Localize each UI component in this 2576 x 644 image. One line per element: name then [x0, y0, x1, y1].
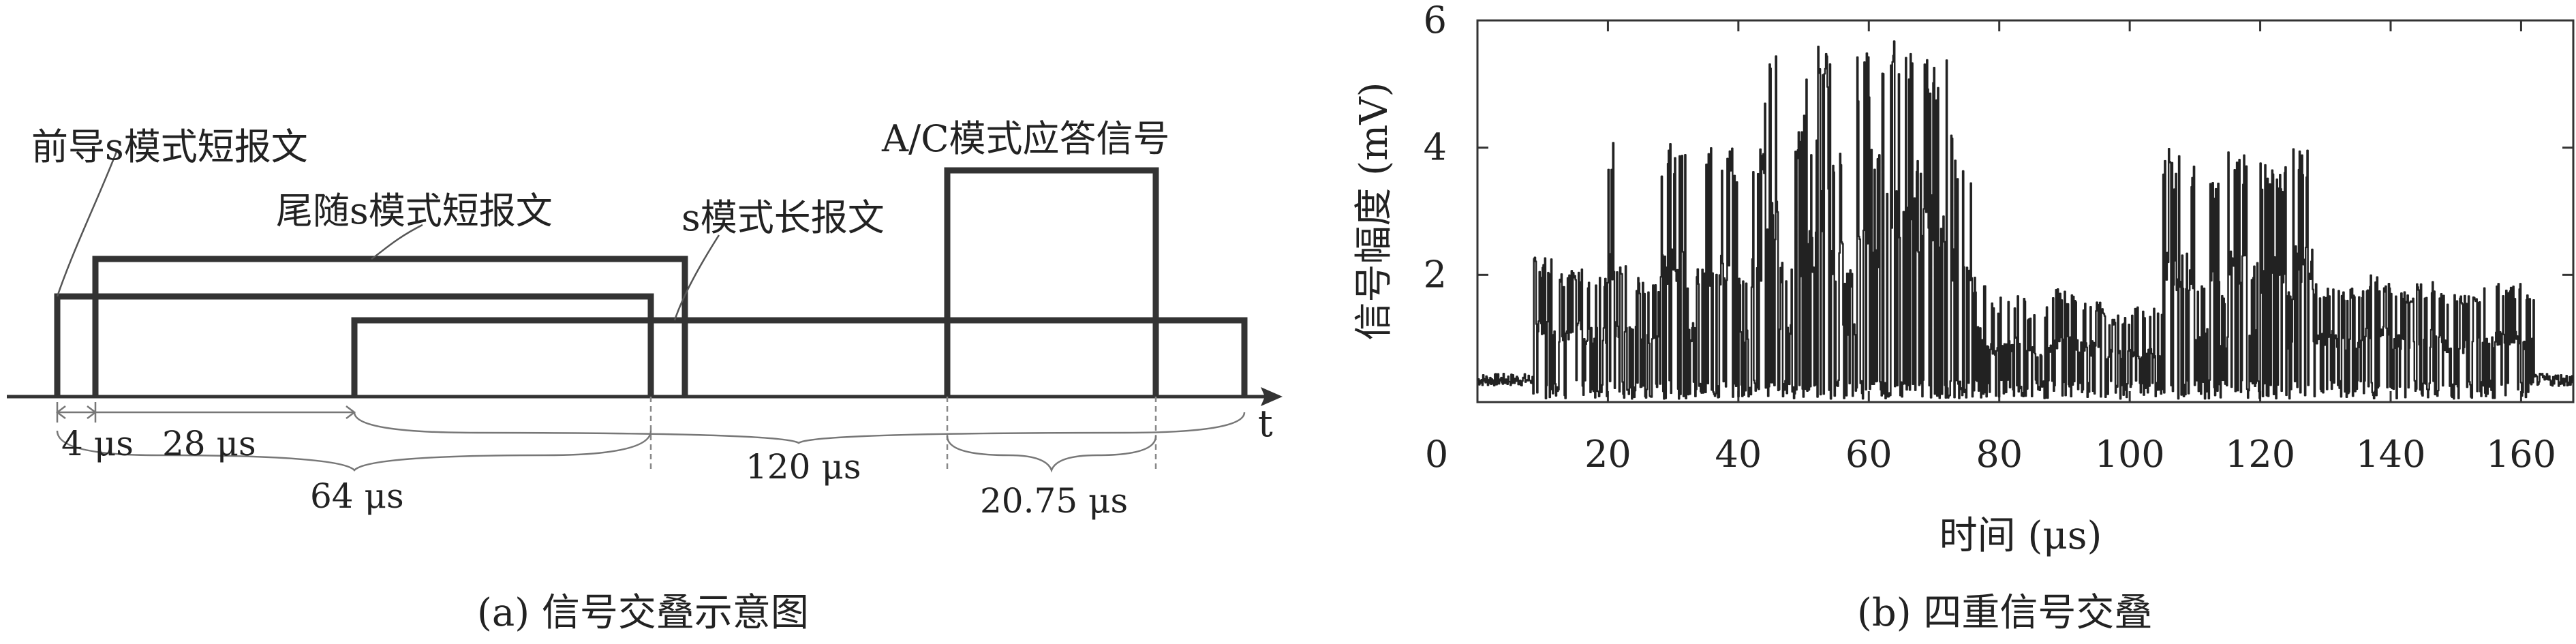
x-axis-label: 时间 (μs) [1939, 514, 2102, 558]
caption-a: (a) 信号交叠示意图 [477, 591, 809, 635]
x-tick-label: 120 [2225, 433, 2295, 476]
x-origin-label: 0 [1425, 433, 1448, 476]
preamble-short-message-pulse [54, 293, 654, 397]
x-tick-label: 40 [1715, 433, 1762, 476]
x-tick-label: 60 [1845, 433, 1892, 476]
long-message-pulse [351, 317, 1248, 397]
dashed-guides [649, 397, 1157, 470]
t-axis-label: t [1258, 402, 1273, 445]
long-message-leader [673, 234, 720, 321]
signal-trace [1477, 40, 2574, 400]
ac-reply-pulse [944, 167, 1159, 397]
x-tick-label: 20 [1584, 433, 1631, 476]
signal-overlap-diagram: t 前导s模式短报文 尾随s模式短报文 s模式长报文 A/C模式应答信号 [7, 117, 1283, 635]
trailing-short-message-pulse [92, 256, 688, 397]
y-axis-label: 信号幅度 (mV) [1352, 82, 1396, 340]
x-tick-label: 140 [2355, 433, 2425, 476]
y-tick-label: 2 [1424, 253, 1447, 296]
ac-reply-label: A/C模式应答信号 [881, 117, 1170, 160]
interval-markers [55, 402, 1246, 473]
interval-28us-label: 28 μs [162, 424, 256, 463]
caption-b: (b) 四重信号交叠 [1857, 591, 2152, 635]
preamble-leader [56, 149, 119, 297]
long-message-label: s模式长报文 [681, 196, 885, 239]
x-tick-label: 160 [2486, 433, 2556, 476]
x-tick-label: 80 [1976, 433, 2023, 476]
tick-labels: 20 40 60 80 100 120 140 160 0 2 4 6 [1424, 0, 2556, 476]
trailing-label: 尾随s模式短报文 [276, 189, 553, 232]
interval-120us-label: 120 μs [746, 447, 861, 487]
interval-20-75us-label: 20.75 μs [980, 481, 1128, 521]
plot-frame [1476, 19, 2575, 403]
x-tick-label: 100 [2095, 433, 2165, 476]
interval-64us-label: 64 μs [310, 476, 404, 516]
time-axis-arrow [1261, 387, 1283, 406]
y-tick-label: 4 [1424, 126, 1447, 169]
interval-4us-label: 4 μs [61, 424, 134, 463]
trailing-leader [371, 224, 423, 260]
y-tick-label: 6 [1424, 0, 1447, 42]
signal-amplitude-chart: 20 40 60 80 100 120 140 160 0 2 4 6 时间 (μs) 信号幅度 (m… [1352, 0, 2575, 635]
preamble-label: 前导s模式短报文 [31, 125, 308, 168]
